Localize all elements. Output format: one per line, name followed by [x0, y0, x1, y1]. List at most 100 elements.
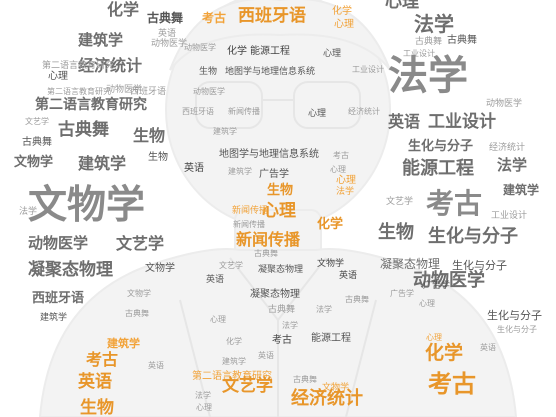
word: 古典舞 [293, 375, 317, 384]
word: 古典舞 [22, 137, 52, 148]
word: 心理 [334, 19, 354, 30]
word: 文物学 [127, 289, 151, 298]
word: 心理 [419, 299, 435, 308]
word: 英语 [184, 163, 204, 174]
word: 古典舞 [415, 37, 443, 47]
word: 法学 [282, 321, 298, 330]
word: 生物 [148, 152, 168, 163]
word: 英语 [480, 343, 496, 352]
word: 生物 [378, 222, 414, 243]
word: 考古 [202, 11, 227, 25]
word: 建筑学 [222, 357, 246, 366]
word: 英语 [206, 275, 225, 285]
word: 文艺学 [386, 197, 414, 207]
word: 文艺学 [222, 376, 273, 396]
word: 考古 [428, 370, 476, 398]
word: 建筑学 [78, 154, 127, 173]
word: 英语 [258, 351, 274, 360]
word: 地图学与地理信息系统 [225, 67, 316, 77]
word: 考古 [426, 187, 483, 220]
word: 第二语言教育研究 [192, 371, 272, 382]
word: 化学 [425, 342, 464, 364]
word: 考古 [86, 350, 119, 369]
word: 古典舞 [147, 11, 184, 25]
word: 动物医学 [106, 85, 143, 95]
word: 生化与分子 [497, 325, 537, 334]
word: 法学 [316, 305, 332, 314]
word: 英语 [388, 112, 421, 131]
word: 动物医学 [151, 39, 188, 49]
word: 心理 [426, 333, 442, 342]
word: 英语 [148, 361, 164, 370]
word: 西班牙语 [182, 107, 214, 116]
word: 凝聚态物理 [28, 260, 113, 280]
word: 心理 [262, 201, 296, 221]
word: 新闻传播 [228, 107, 260, 116]
word: 生物 [80, 398, 114, 417]
word: 第二语言教育研究 [42, 61, 115, 71]
word: 古典舞 [268, 305, 296, 315]
word: 化学 [107, 0, 140, 19]
word: 古典舞 [254, 249, 278, 258]
word: 古典舞 [58, 120, 109, 140]
word: 工业设计 [352, 65, 384, 74]
word: 工业设计 [491, 211, 528, 221]
word: 考古 [272, 335, 292, 346]
word: 工业设计 [403, 49, 435, 58]
word: 建筑学 [107, 337, 140, 350]
word: 建筑学 [228, 167, 252, 176]
word: 法学 [336, 187, 355, 197]
word: 化学 [332, 6, 352, 17]
word: 广告学 [390, 289, 414, 298]
word: 新闻传播 [232, 206, 269, 216]
word: 生化与分子 [408, 139, 474, 154]
word: 动物医学 [28, 234, 89, 252]
word: 动物医学 [486, 99, 523, 109]
word: 英语 [78, 372, 112, 392]
word: 文艺学 [25, 117, 49, 126]
word: 文物学 [28, 183, 146, 228]
word: 文物学 [317, 259, 345, 269]
word: 心理 [308, 109, 327, 119]
word: 生化与分子 [452, 259, 507, 272]
word: 心理 [210, 315, 226, 324]
word: 英语 [158, 29, 177, 39]
word: 经济统计 [348, 107, 380, 116]
word: 法学 [195, 391, 211, 400]
word: 生物 [267, 183, 294, 198]
word: 文物学 [14, 155, 54, 170]
word: 动物医学 [184, 43, 216, 52]
word: 第二语言教育研究 [35, 97, 147, 113]
word: 动物医学 [413, 270, 485, 291]
word: 能源工程 [311, 333, 351, 344]
word: 心理 [196, 403, 212, 412]
word: 古典舞 [447, 35, 477, 46]
word: 建筑学 [78, 31, 124, 49]
word: 法学 [19, 207, 38, 217]
word: 西班牙语 [238, 6, 306, 26]
word: 心理 [48, 71, 68, 82]
word: 生化与分子 [428, 226, 518, 247]
word: 新闻传播 [236, 230, 301, 249]
word: 文艺学 [219, 261, 243, 270]
word: 古典舞 [345, 295, 369, 304]
word: 第二语言教育研究 [47, 87, 111, 96]
word: 化学 [227, 46, 247, 57]
word: 英语 [339, 271, 358, 281]
word: 古典舞 [125, 309, 149, 318]
word: 凝聚态物理 [250, 289, 300, 300]
word: 西班牙语 [32, 291, 85, 306]
word: 法学 [388, 53, 468, 99]
word: 生化与分子 [487, 309, 542, 322]
word: 建筑学 [213, 127, 237, 136]
word: 化学 [226, 337, 242, 346]
word: 法学 [497, 156, 528, 174]
word: 考古 [333, 151, 349, 160]
word: 经济统计 [291, 388, 363, 409]
word: 建筑学 [503, 183, 540, 197]
word: 经济统计 [78, 56, 143, 75]
word: 地图学与地理信息系统 [219, 149, 319, 160]
word: 西班牙语 [130, 87, 167, 97]
